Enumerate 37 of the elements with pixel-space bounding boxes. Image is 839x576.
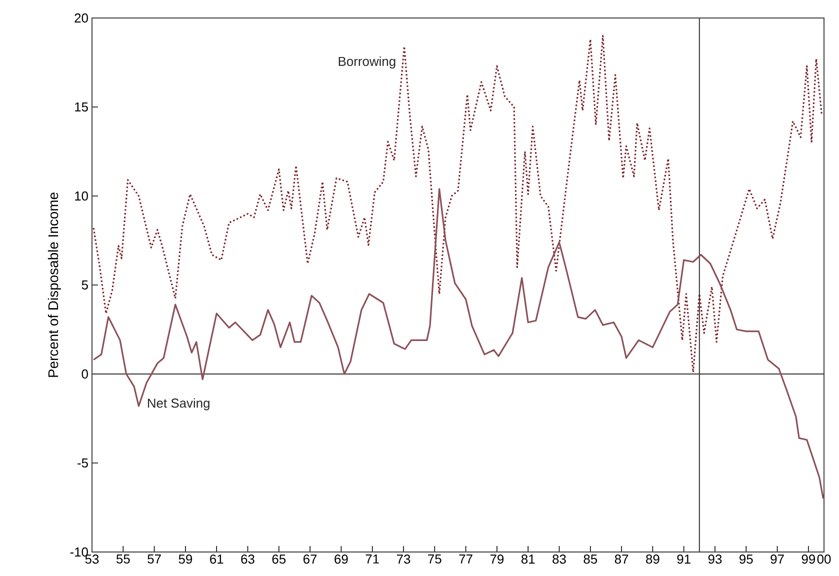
- y-tick-label: 15: [75, 102, 88, 112]
- x-tick-label: 00: [817, 554, 831, 564]
- x-tick-label: 95: [740, 554, 753, 564]
- x-tick-label: 53: [85, 554, 99, 564]
- x-tick-label: 71: [366, 554, 379, 564]
- series-label: Net Saving: [148, 398, 210, 410]
- x-tick-label: 73: [396, 554, 410, 564]
- x-tick-label: 67: [303, 554, 317, 564]
- x-tick-label: 77: [459, 554, 472, 564]
- y-tick-label: -5: [78, 458, 88, 468]
- y-tick-label: 0: [82, 369, 88, 379]
- y-tick-label: 20: [74, 13, 88, 23]
- y-tick-label: -10: [70, 547, 88, 557]
- x-tick-label: 99: [802, 554, 816, 564]
- x-tick-label: 81: [521, 554, 535, 564]
- x-tick-label: 59: [178, 554, 192, 564]
- x-tick-label: 75: [428, 554, 442, 564]
- y-tick-label: 10: [75, 191, 88, 201]
- x-tick-label: 65: [272, 554, 286, 564]
- x-tick-label: 79: [490, 554, 504, 564]
- y-tick-label: 5: [82, 280, 88, 290]
- x-tick-label: 57: [148, 554, 161, 564]
- line-series: [92, 34, 822, 374]
- x-tick-label: 61: [210, 554, 224, 564]
- x-tick-label: 83: [552, 554, 566, 564]
- x-tick-label: 87: [614, 554, 628, 564]
- x-tick-label: 85: [584, 554, 598, 564]
- x-tick-label: 97: [770, 554, 784, 564]
- x-tick-label: 69: [334, 554, 348, 564]
- x-tick-label: 93: [708, 554, 722, 564]
- x-tick-label: 55: [116, 554, 130, 564]
- y-axis-title: Percent of Disposable Income: [48, 192, 61, 377]
- series-label: Borrowing: [338, 56, 396, 69]
- x-tick-label: 89: [646, 554, 660, 564]
- x-tick-label: 63: [241, 554, 254, 564]
- line-series: [92, 188, 824, 500]
- x-tick-label: 91: [677, 554, 690, 564]
